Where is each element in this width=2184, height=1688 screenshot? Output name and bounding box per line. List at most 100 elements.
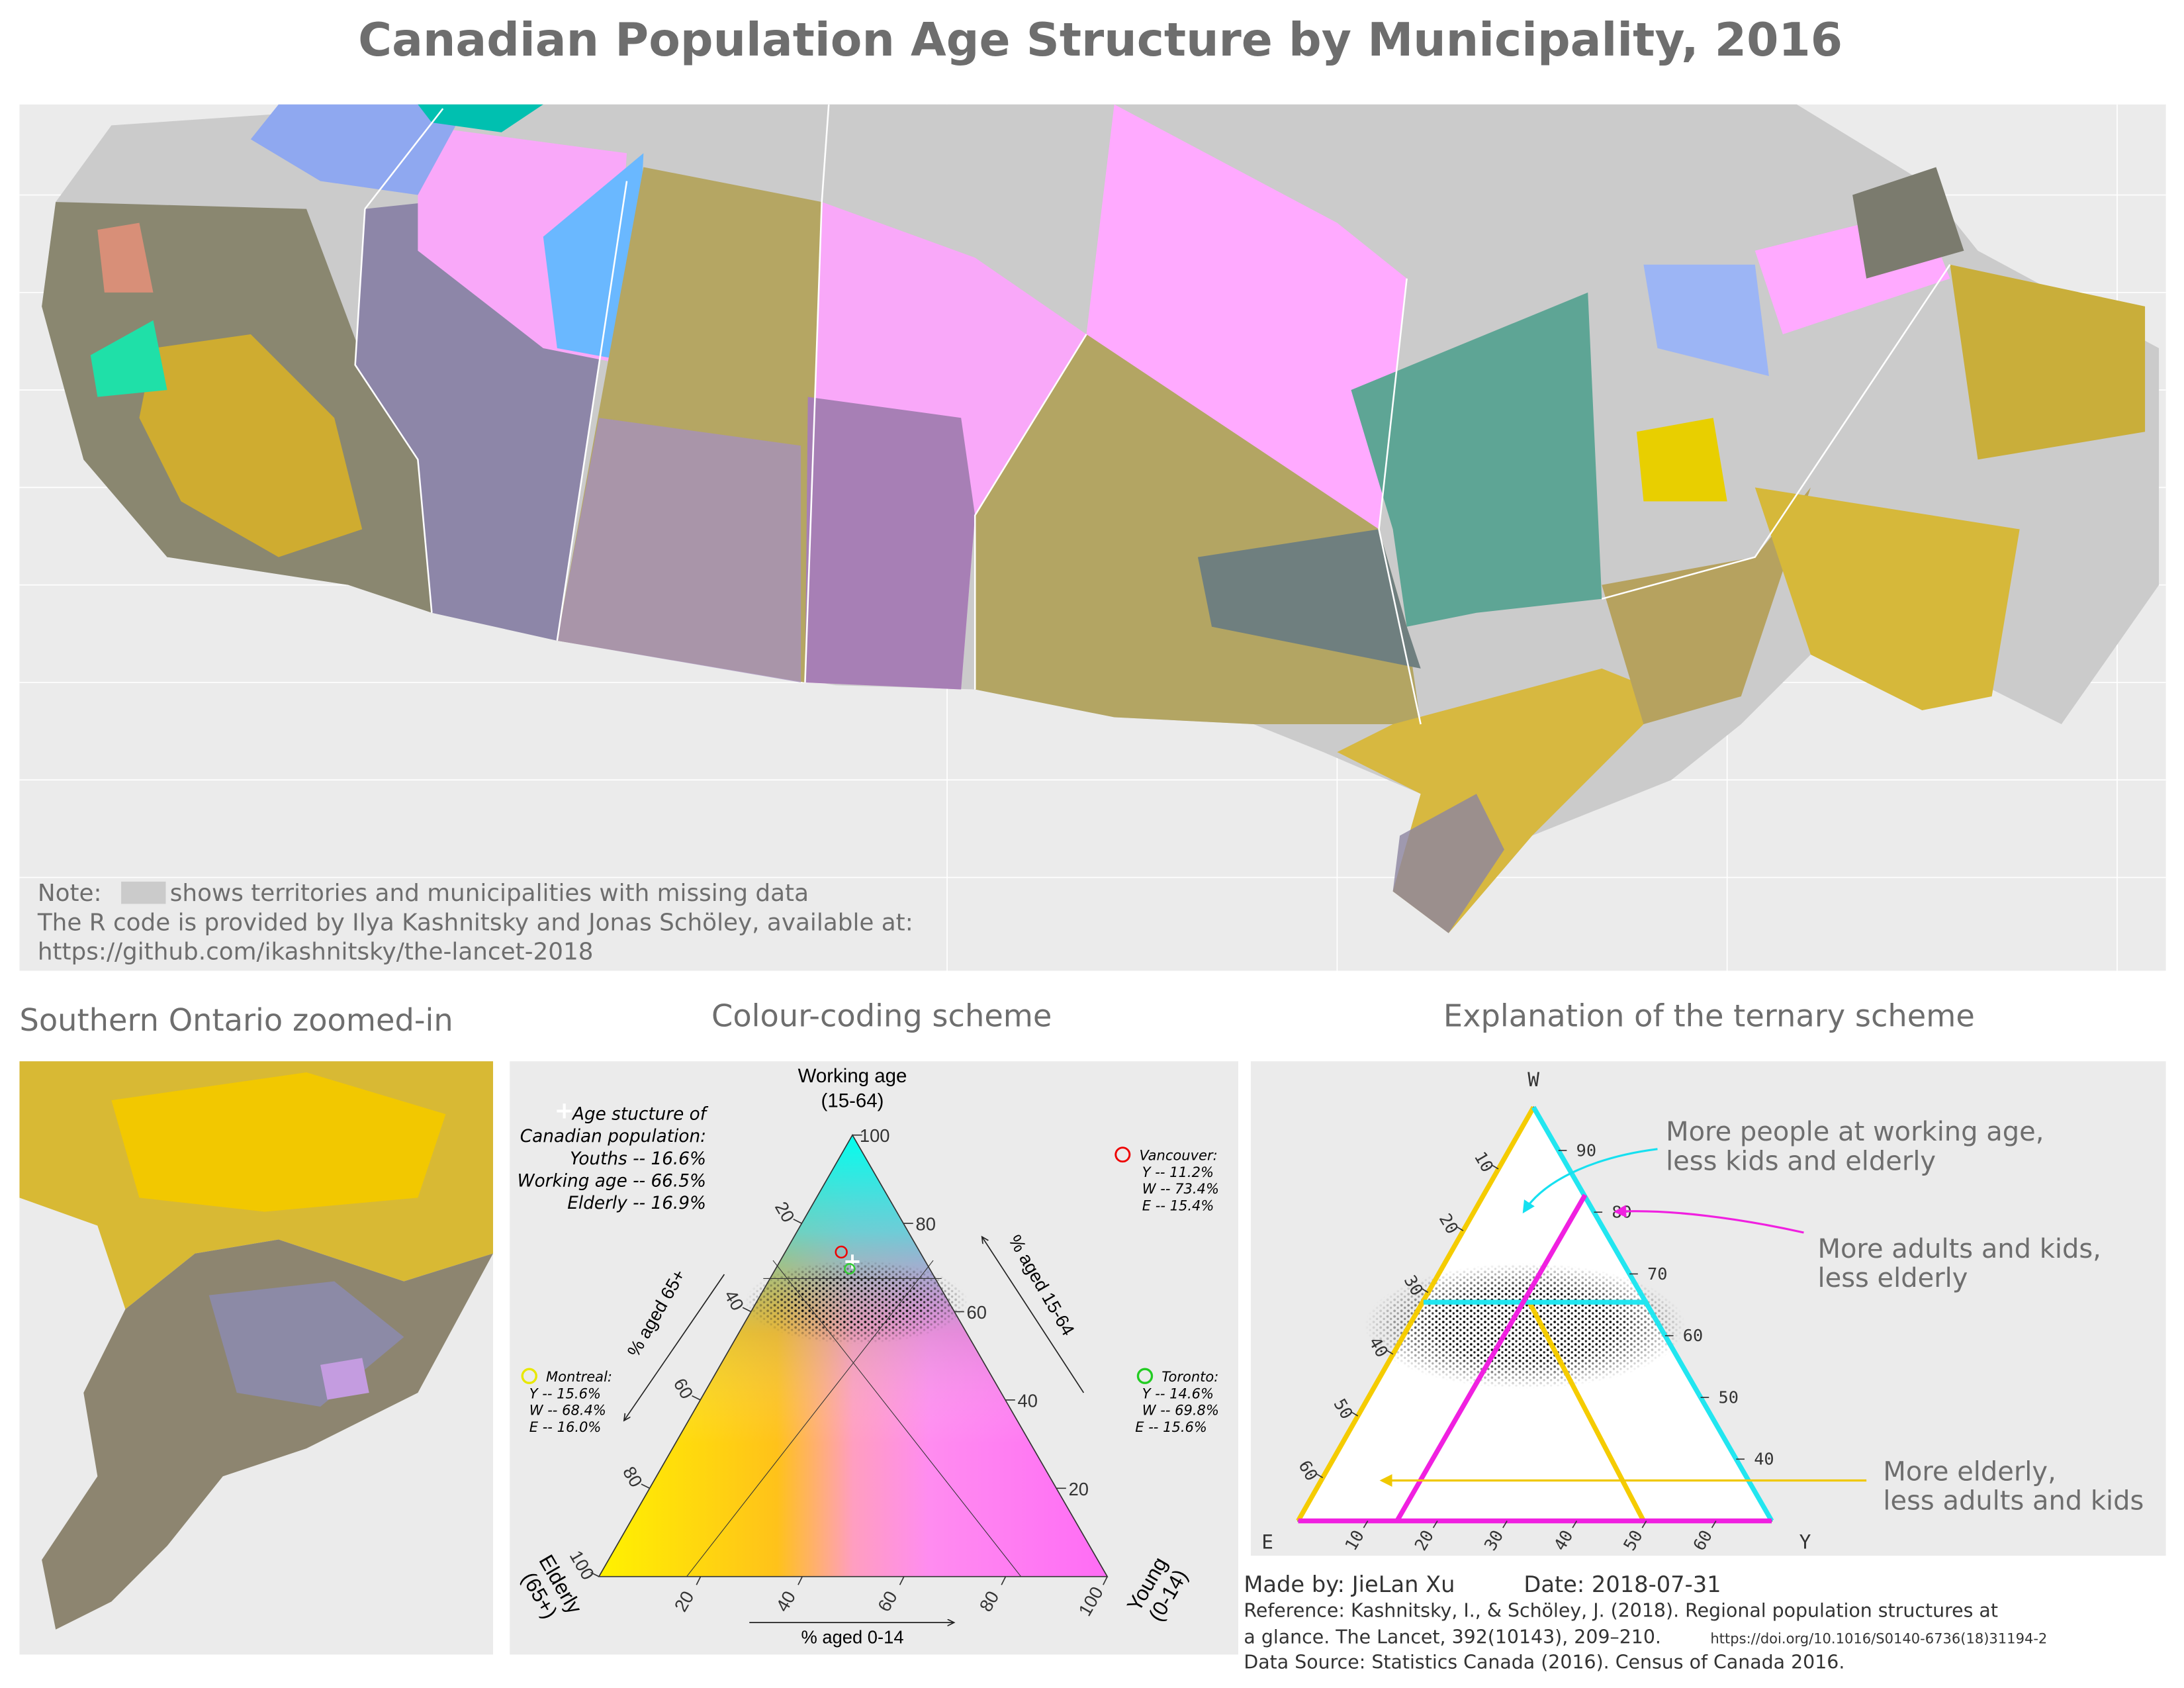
region-labrador-gray [1852,167,1964,279]
tick-label: 60 [967,1302,987,1323]
ternary-guides [686,1260,1022,1577]
corner-w: W [1527,1068,1539,1091]
region-quebec-yellow [1636,418,1727,502]
main-map: Note: shows territories and municipaliti… [19,104,2166,971]
doi: https://doi.org/10.1016/S0140-6736(18)31… [1710,1630,2047,1647]
highlight-elderly [1527,1301,1646,1523]
border [364,108,444,210]
ternary-fill-top [598,1135,1108,1577]
tick-mark [1572,1521,1578,1528]
scatter-cloud [1357,1253,1693,1407]
arrow-adults [1614,1205,1804,1234]
reference: a glance. The Lancet, 392(10143), 209–21… [1244,1626,1661,1648]
explain-panel: Explanation of the ternary scheme W E Y … [1250,998,2166,1556]
tick-label: 70 [1647,1264,1667,1284]
tick-mark [742,1307,752,1313]
province-borders [354,104,1951,725]
canada-line: Canadian population: [520,1127,706,1147]
tick-mark [1315,1473,1324,1478]
tick-mark [1456,1226,1464,1231]
tick-mark [1350,1411,1359,1417]
city-line: W -- 73.4% [1142,1180,1219,1197]
tick-label: 80 [915,1214,935,1235]
tick-label: 60 [1683,1326,1703,1345]
tick-label: 90 [1576,1141,1596,1160]
toronto-marker [844,1263,856,1275]
city-line: Vancouver: [1140,1147,1218,1164]
tick-mark [692,1395,701,1401]
region-south-ontario-purple [1392,794,1504,933]
toronto-stats: Toronto: Y -- 14.6% W -- 69.8% E -- 15.6… [1135,1368,1219,1435]
corner-y: Y [1799,1531,1811,1554]
tick-label: 50 [1718,1387,1738,1407]
top-corner-sub: (15-64) [821,1090,884,1112]
region-bc-south [139,334,363,557]
tick-mark [1502,1521,1508,1528]
tick-label: 40 [1754,1450,1774,1469]
city-line: Y -- 11.2% [1142,1164,1214,1180]
arrow-working [1522,1148,1658,1214]
tick-mark [1385,1349,1394,1355]
bottom-axis-title: % aged 0-14 [801,1627,903,1648]
tick-mark [1420,1288,1429,1293]
tick-mark [641,1483,650,1489]
canada-line: Elderly -- 16.9% [567,1194,706,1213]
montreal-stats: Montreal: Y -- 15.6% W -- 68.4% E -- 16.… [529,1368,612,1435]
footer: Made by: JieLan Xu Date: 2018-07-31 Refe… [1244,1571,2047,1673]
reference: Reference: Kashnitsky, I., & Schöley, J.… [1244,1600,1998,1622]
tick-mark [1491,1164,1499,1170]
tick-mark [793,1219,802,1224]
region-nunavut-blue [250,104,460,195]
note-adults: less elderly [1817,1263,1968,1293]
border [821,104,830,203]
tick-label: 20 [1069,1479,1089,1499]
highlight-elderly [1296,1105,1536,1523]
guide [772,1260,1022,1577]
toronto-key [1136,1368,1154,1384]
left-axis-arrow [624,1274,725,1421]
right-axis-arrow [982,1237,1085,1393]
date: Date: 2018-07-31 [1524,1571,1721,1597]
region-manitoba-south [805,397,976,690]
region-teal [90,320,167,397]
city-line: W -- 68.4% [529,1402,606,1419]
zoom-panel: Southern Ontario zoomed-in [19,1002,494,1655]
city-line: Toronto: [1161,1368,1218,1385]
city-line: Y -- 14.6% [1142,1385,1214,1401]
region-quebec-south [1602,487,1811,725]
made-by: Made by: JieLan Xu [1244,1571,1455,1597]
data-source: Data Source: Statistics Canada (2016). C… [1244,1652,1844,1673]
region-sask-south [557,418,801,682]
ternary-outline [598,1134,1109,1577]
zoom-region-bright [111,1072,446,1212]
tick-mark [1711,1521,1717,1528]
canada-line: Youths -- 16.6% [570,1149,706,1169]
city-line: E -- 15.6% [1135,1419,1207,1435]
code-url: https://github.com/ikashnitsky/the-lance… [38,939,594,966]
border [354,209,433,613]
region-ontario-north [1086,104,1407,530]
zoom-title: Southern Ontario zoomed-in [19,1002,453,1038]
city-line: W -- 69.8% [1142,1402,1219,1419]
region-teal-top [418,104,543,132]
canada-marker: + [843,1248,862,1274]
top-corner-label: Working age [798,1065,907,1087]
note-adults: More adults and kids, [1817,1234,2101,1264]
corner-e: E [1261,1531,1273,1554]
scheme-title: Colour-coding scheme [711,998,1052,1034]
note-text: shows territories and municipalities wit… [170,880,809,907]
vancouver-key [1115,1147,1131,1163]
explain-highlights [1296,1105,1774,1524]
tick-label: 100 [860,1125,890,1146]
border [974,334,1087,690]
tick-mark [590,1571,600,1577]
canada-line: Age stucture of [571,1105,709,1125]
zoom-region-lilac [320,1358,369,1400]
scatter-cloud [724,1253,989,1351]
border [556,181,628,641]
city-line: Y -- 15.6% [529,1385,601,1401]
region-quebec [1351,292,1602,627]
tick-mark [899,1576,905,1585]
